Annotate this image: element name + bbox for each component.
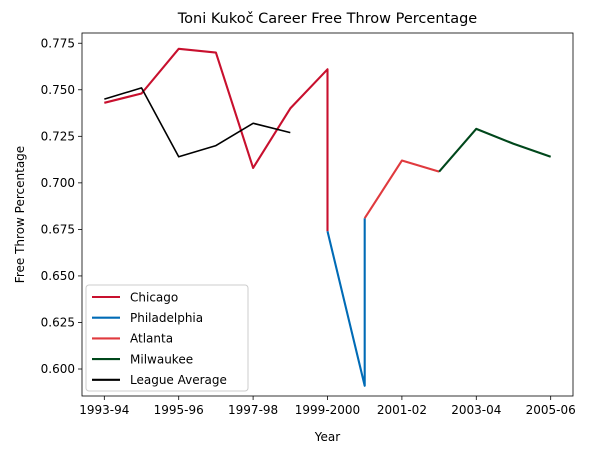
x-tick-label: 2003-04 [451,403,501,417]
y-tick-label: 0.700 [41,176,75,190]
series-line-milwaukee [438,127,552,173]
y-tick-label: 0.600 [41,362,75,376]
y-axis-label: Free Throw Percentage [13,146,27,283]
legend-label: Atlanta [130,332,173,346]
x-tick-label: 1997-98 [228,403,278,417]
x-axis: 1993-94 1995-96 1997-98 1999-2000 2001-02 200… [79,396,576,417]
series-line-philadelphia [326,218,366,387]
x-tick-label: 2005-06 [526,403,576,417]
chart-title: Toni Kukoč Career Free Throw Percentage [177,11,478,27]
y-tick-label: 0.725 [41,130,75,144]
series-line-atlanta [363,159,440,219]
x-tick-label: 1995-96 [154,403,204,417]
legend-label: League Average [130,373,227,387]
legend-items: Chicago Philadelphia Atlanta Milwaukee Leagu… [92,290,227,387]
y-tick-label: 0.625 [41,316,75,330]
x-axis-label: Year [314,430,340,444]
x-tick-label: 1993-94 [79,403,129,417]
legend-label: Chicago [130,290,178,304]
series-layer [104,47,552,387]
y-tick-label: 0.650 [41,269,75,283]
y-tick-label: 0.750 [41,83,75,97]
x-tick-label: 1999-2000 [295,403,360,417]
y-tick-label: 0.675 [41,223,75,237]
x-tick-label: 2001-02 [377,403,427,417]
series-line-chicago [104,47,329,232]
legend-label: Milwaukee [130,352,193,366]
legend-box [85,284,249,392]
legend: Chicago Philadelphia Atlanta Milwaukee Leagu… [85,284,249,392]
legend-label: Philadelphia [130,311,203,325]
series-line-league-average [104,87,291,158]
y-tick-label: 0.775 [41,36,75,50]
y-axis: 0.600 0.625 0.650 0.675 0.700 0.725 0.750 0.775 [41,36,82,376]
